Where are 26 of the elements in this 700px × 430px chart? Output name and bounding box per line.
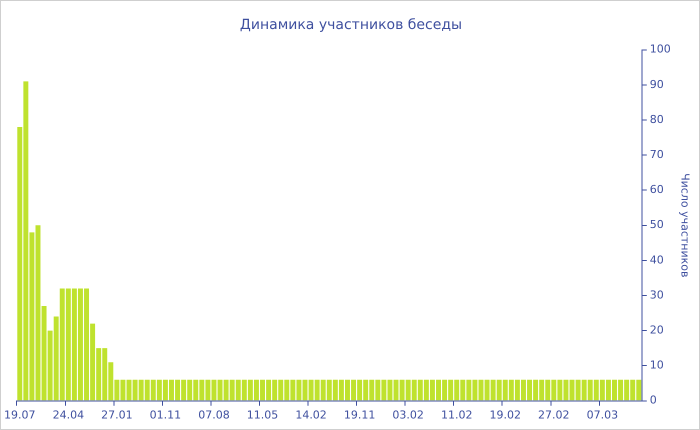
y-tick-label: 10 xyxy=(650,358,664,372)
x-tick-label: 24.04 xyxy=(52,408,84,422)
chart-title: Динамика участников беседы xyxy=(240,17,462,34)
y-tick-label: 40 xyxy=(650,253,664,266)
y-axis-title: Число участников xyxy=(678,173,692,278)
x-tick-label: 19.11 xyxy=(344,408,376,422)
x-tick-label: 03.02 xyxy=(392,408,424,422)
y-tick-label: 80 xyxy=(650,112,664,126)
x-tick-label: 27.01 xyxy=(101,408,133,422)
x-tick-label: 19.02 xyxy=(490,408,522,422)
y-tick-label: 70 xyxy=(650,148,664,161)
x-tick-label: 07.03 xyxy=(586,408,618,422)
x-tick-label: 14.02 xyxy=(295,408,327,422)
y-tick-label: 90 xyxy=(650,78,664,91)
x-tick-label: 27.02 xyxy=(538,408,570,422)
y-tick-label: 100 xyxy=(650,42,671,56)
y-tick-label: 60 xyxy=(650,183,664,196)
x-tick-label: 01.11 xyxy=(150,408,182,422)
y-tick-label: 30 xyxy=(650,288,664,302)
x-tick-label: 11.05 xyxy=(246,408,278,422)
y-tick-label: 0 xyxy=(650,394,657,407)
x-tick-label: 07.08 xyxy=(198,408,230,422)
y-tick-label: 50 xyxy=(650,218,664,232)
x-tick-label: 19.07 xyxy=(4,408,36,422)
y-tick-label: 20 xyxy=(650,323,664,336)
x-tick-label: 11.02 xyxy=(440,408,472,422)
